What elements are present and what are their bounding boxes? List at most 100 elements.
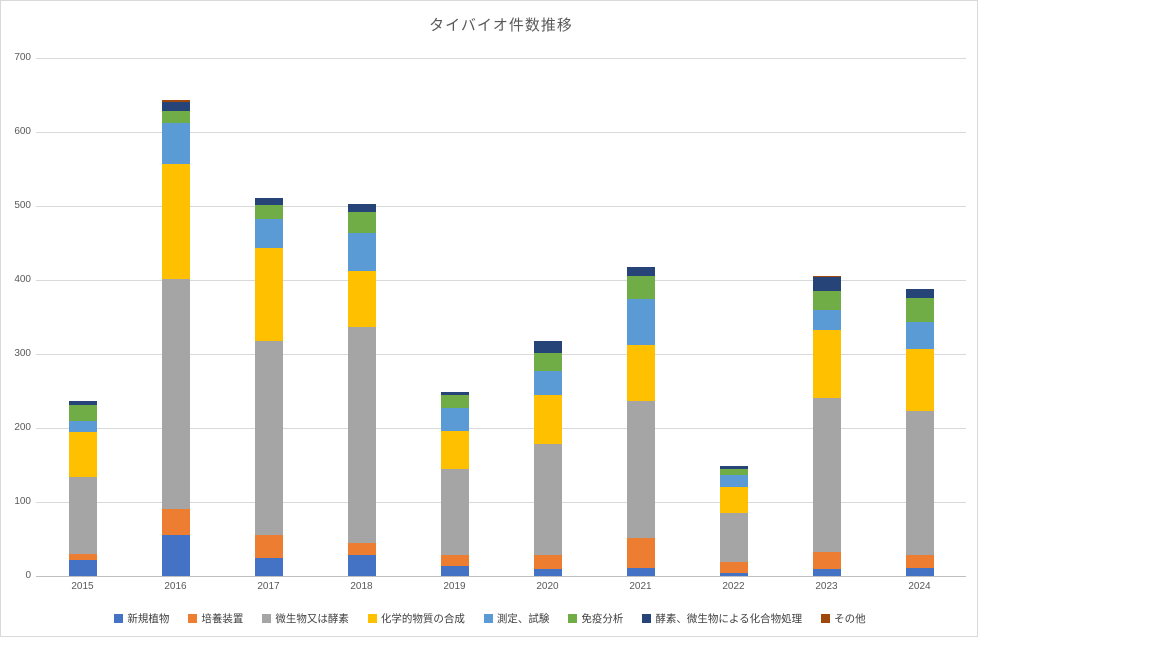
bar-2023[interactable] xyxy=(812,275,841,576)
bar-segment-2017-培養装置[interactable] xyxy=(254,535,283,558)
bar-segment-2024-培養装置[interactable] xyxy=(905,555,934,568)
bar-segment-2019-微生物又は酵素[interactable] xyxy=(440,468,469,555)
legend-item-酵素、微生物による化合物処理[interactable]: 酵素、微生物による化合物処理 xyxy=(642,611,802,626)
bar-segment-2015-化学的物質の合成[interactable] xyxy=(68,431,97,477)
bar-2016[interactable] xyxy=(161,100,190,576)
bar-segment-2018-酵素、微生物による化合物処理[interactable] xyxy=(347,203,376,212)
bar-segment-2019-新規植物[interactable] xyxy=(440,566,469,576)
bar-segment-2023-化学的物質の合成[interactable] xyxy=(812,330,841,398)
bar-segment-2023-免疫分析[interactable] xyxy=(812,291,841,311)
bar-segment-2017-免疫分析[interactable] xyxy=(254,205,283,219)
bar-segment-2019-培養装置[interactable] xyxy=(440,554,469,567)
y-tick-label-500: 500 xyxy=(14,200,31,211)
bar-segment-2017-測定、試験[interactable] xyxy=(254,218,283,249)
bar-segment-2018-測定、試験[interactable] xyxy=(347,232,376,272)
bar-segment-2017-新規植物[interactable] xyxy=(254,557,283,576)
bar-segment-2023-新規植物[interactable] xyxy=(812,568,841,576)
bar-segment-2020-酵素、微生物による化合物処理[interactable] xyxy=(533,341,562,354)
bar-segment-2024-免疫分析[interactable] xyxy=(905,297,934,323)
bar-segment-2015-新規植物[interactable] xyxy=(68,559,97,576)
bar-segment-2017-化学的物質の合成[interactable] xyxy=(254,248,283,342)
bar-segment-2023-酵素、微生物による化合物処理[interactable] xyxy=(812,277,841,292)
legend-swatch-icon xyxy=(821,614,831,623)
legend-label: その他 xyxy=(834,613,866,625)
bar-segment-2016-培養装置[interactable] xyxy=(161,509,190,536)
bar-segment-2022-微生物又は酵素[interactable] xyxy=(719,513,748,562)
legend-swatch-icon xyxy=(642,614,652,623)
bar-segment-2021-微生物又は酵素[interactable] xyxy=(626,400,655,538)
bar-segment-2022-酵素、微生物による化合物処理[interactable] xyxy=(719,465,748,469)
legend-item-培養装置[interactable]: 培養装置 xyxy=(188,611,243,626)
bar-segment-2018-化学的物質の合成[interactable] xyxy=(347,271,376,327)
bar-segment-2016-その他[interactable] xyxy=(161,100,190,102)
legend-item-新規植物[interactable]: 新規植物 xyxy=(114,611,169,626)
bar-segment-2015-免疫分析[interactable] xyxy=(68,405,97,421)
bar-2021[interactable] xyxy=(626,266,655,576)
bar-2017[interactable] xyxy=(254,197,283,576)
legend-item-免疫分析[interactable]: 免疫分析 xyxy=(568,611,623,626)
legend-swatch-icon xyxy=(262,614,272,623)
bar-2020[interactable] xyxy=(533,341,562,576)
bar-segment-2022-新規植物[interactable] xyxy=(719,573,748,576)
bar-segment-2017-酵素、微生物による化合物処理[interactable] xyxy=(254,197,283,206)
bar-segment-2019-酵素、微生物による化合物処理[interactable] xyxy=(440,391,469,396)
bar-segment-2023-微生物又は酵素[interactable] xyxy=(812,397,841,552)
bar-segment-2016-新規植物[interactable] xyxy=(161,535,190,576)
bar-segment-2024-化学的物質の合成[interactable] xyxy=(905,348,934,411)
bar-segment-2023-その他[interactable] xyxy=(812,275,841,278)
bar-segment-2022-免疫分析[interactable] xyxy=(719,468,748,476)
bar-segment-2019-免疫分析[interactable] xyxy=(440,395,469,409)
bar-segment-2019-化学的物質の合成[interactable] xyxy=(440,431,469,469)
bar-segment-2018-免疫分析[interactable] xyxy=(347,211,376,233)
bar-segment-2021-培養装置[interactable] xyxy=(626,537,655,568)
bar-segment-2024-微生物又は酵素[interactable] xyxy=(905,411,934,556)
bar-segment-2021-化学的物質の合成[interactable] xyxy=(626,345,655,401)
bar-segment-2021-酵素、微生物による化合物処理[interactable] xyxy=(626,266,655,277)
bar-segment-2022-測定、試験[interactable] xyxy=(719,475,748,488)
bar-segment-2015-培養装置[interactable] xyxy=(68,553,97,560)
bar-segment-2020-新規植物[interactable] xyxy=(533,569,562,576)
legend-label: 測定、試験 xyxy=(496,613,550,625)
bar-segment-2015-測定、試験[interactable] xyxy=(68,420,97,432)
bar-segment-2015-微生物又は酵素[interactable] xyxy=(68,476,97,554)
x-tick-label-2020: 2020 xyxy=(536,581,559,592)
bar-2015[interactable] xyxy=(68,401,97,576)
bar-slot-2021 xyxy=(594,58,687,576)
bar-segment-2024-測定、試験[interactable] xyxy=(905,322,934,349)
bar-segment-2022-培養装置[interactable] xyxy=(719,561,748,574)
bar-2024[interactable] xyxy=(905,288,934,576)
bar-segment-2019-測定、試験[interactable] xyxy=(440,408,469,431)
bar-segment-2020-培養装置[interactable] xyxy=(533,554,562,570)
bar-segment-2015-酵素、微生物による化合物処理[interactable] xyxy=(68,401,97,406)
bar-segment-2017-微生物又は酵素[interactable] xyxy=(254,341,283,536)
bar-segment-2020-化学的物質の合成[interactable] xyxy=(533,395,562,444)
chart-title: タイバイオ件数推移 xyxy=(429,17,573,34)
bar-segment-2016-化学的物質の合成[interactable] xyxy=(161,163,190,279)
bar-segment-2024-新規植物[interactable] xyxy=(905,567,934,576)
bar-segment-2018-新規植物[interactable] xyxy=(347,555,376,576)
bar-segment-2020-微生物又は酵素[interactable] xyxy=(533,443,562,555)
bar-segment-2018-培養装置[interactable] xyxy=(347,542,376,556)
bar-segment-2020-測定、試験[interactable] xyxy=(533,371,562,396)
bar-segment-2021-測定、試験[interactable] xyxy=(626,299,655,346)
bar-segment-2018-微生物又は酵素[interactable] xyxy=(347,326,376,543)
legend-item-その他[interactable]: その他 xyxy=(821,611,866,626)
legend-item-微生物又は酵素[interactable]: 微生物又は酵素 xyxy=(262,611,349,626)
legend-item-化学的物質の合成[interactable]: 化学的物質の合成 xyxy=(367,611,465,626)
chart-object[interactable]: タイバイオ件数推移 新規植物 培養装置 微生物又は酵素 化学的物質の合成 測定、試験 免疫… xyxy=(0,0,978,637)
bar-segment-2024-酵素、微生物による化合物処理[interactable] xyxy=(905,288,934,298)
bar-segment-2020-免疫分析[interactable] xyxy=(533,353,562,372)
bar-segment-2016-測定、試験[interactable] xyxy=(161,123,190,164)
bar-segment-2023-測定、試験[interactable] xyxy=(812,310,841,331)
bar-segment-2021-新規植物[interactable] xyxy=(626,567,655,576)
bar-segment-2022-化学的物質の合成[interactable] xyxy=(719,487,748,514)
bar-segment-2023-培養装置[interactable] xyxy=(812,551,841,569)
bar-segment-2016-酵素、微生物による化合物処理[interactable] xyxy=(161,101,190,112)
bar-2018[interactable] xyxy=(347,203,376,576)
bar-2022[interactable] xyxy=(719,465,748,576)
bar-2019[interactable] xyxy=(440,391,469,576)
bar-segment-2016-微生物又は酵素[interactable] xyxy=(161,278,190,510)
bar-segment-2021-免疫分析[interactable] xyxy=(626,276,655,300)
bar-segment-2016-免疫分析[interactable] xyxy=(161,111,190,124)
legend-item-測定、試験[interactable]: 測定、試験 xyxy=(483,611,550,626)
